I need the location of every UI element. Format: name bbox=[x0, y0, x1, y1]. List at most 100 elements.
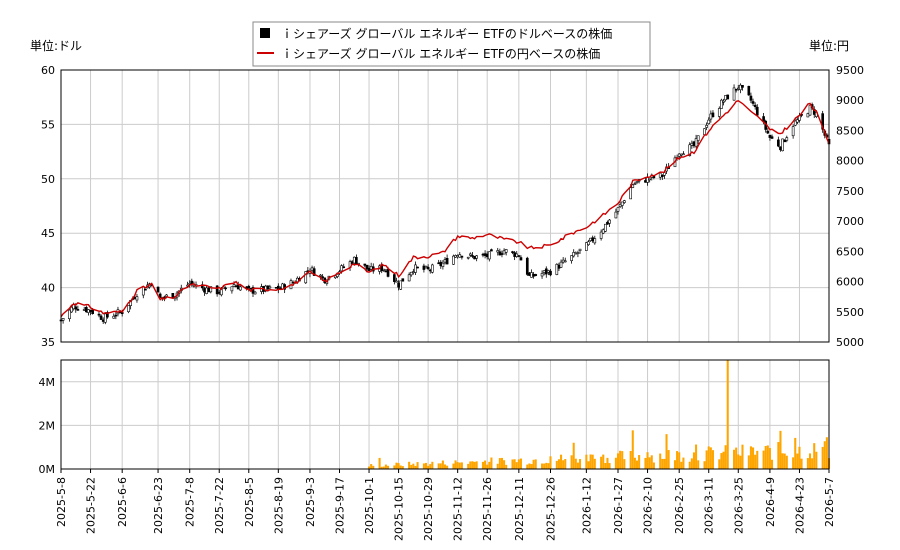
volume-bar bbox=[619, 450, 622, 469]
volume-bar bbox=[490, 457, 493, 469]
candle-body bbox=[749, 95, 753, 101]
volume-bar bbox=[557, 459, 560, 469]
right-tick-label: 5500 bbox=[836, 306, 864, 319]
volume-bar bbox=[682, 457, 685, 469]
candle-body bbox=[207, 287, 211, 293]
candle-body bbox=[753, 104, 757, 107]
candle-body bbox=[513, 252, 516, 257]
volume-bar bbox=[678, 452, 681, 469]
x-tick-label: 2025-10-29 bbox=[422, 477, 435, 541]
left-tick-label: 40 bbox=[41, 282, 55, 295]
candle-body bbox=[544, 268, 548, 275]
volume-bar bbox=[572, 442, 575, 469]
volume-bar bbox=[692, 452, 695, 469]
candle-body bbox=[84, 307, 88, 313]
candle-body bbox=[304, 271, 308, 284]
candle-body bbox=[542, 270, 546, 273]
volume-bar bbox=[633, 457, 636, 469]
jpy-price-line bbox=[60, 100, 830, 318]
candle-body bbox=[445, 258, 449, 265]
left-tick-label: 60 bbox=[41, 64, 55, 77]
volume-bar bbox=[517, 459, 520, 469]
candle-body bbox=[416, 266, 419, 269]
volume-bar bbox=[690, 458, 693, 469]
volume-bar bbox=[665, 434, 668, 469]
x-tick-label: 2025-5-22 bbox=[85, 477, 98, 534]
x-tick-label: 2025-11-12 bbox=[452, 477, 465, 541]
volume-bar bbox=[545, 462, 548, 469]
volume-bar bbox=[631, 430, 634, 469]
price-plot-frame bbox=[60, 69, 830, 343]
volume-bar bbox=[616, 453, 620, 469]
candle-body bbox=[158, 293, 162, 298]
candle-body bbox=[808, 104, 812, 116]
x-tick-label: 2026-3-11 bbox=[703, 477, 716, 534]
volume-bar bbox=[543, 463, 546, 469]
volume-bar bbox=[756, 450, 759, 469]
candle-body bbox=[485, 253, 489, 258]
candle-body bbox=[336, 274, 339, 277]
candle-body bbox=[525, 257, 529, 275]
volume-bar bbox=[663, 458, 666, 469]
candle-body bbox=[557, 264, 561, 269]
candle-body bbox=[601, 229, 605, 234]
x-tick-label: 2025-6-6 bbox=[116, 477, 129, 527]
candle-body bbox=[310, 267, 314, 271]
candle-body bbox=[591, 237, 595, 242]
left-tick-label: 35 bbox=[41, 336, 55, 349]
right-tick-label: 9000 bbox=[836, 94, 864, 107]
left-tick-label: 55 bbox=[41, 118, 55, 131]
volume-bar bbox=[771, 459, 774, 469]
volume-bar bbox=[722, 451, 725, 469]
volume-bar bbox=[614, 457, 617, 469]
volume-bar bbox=[652, 462, 655, 469]
volume-bar bbox=[484, 460, 487, 469]
volume-bar bbox=[384, 464, 387, 469]
candle-body bbox=[515, 253, 519, 257]
volume-bar bbox=[467, 463, 470, 469]
candle-body bbox=[114, 314, 118, 317]
tick-labels: 35 40 45 50 55 60 5000 5500 6000 6500 7000 7500 8000… bbox=[39, 64, 865, 541]
candle-body bbox=[585, 242, 588, 251]
candle-body bbox=[623, 200, 626, 203]
candle-body bbox=[618, 204, 622, 207]
candle-body bbox=[500, 253, 504, 255]
candle-body bbox=[530, 272, 533, 278]
candle-body bbox=[720, 99, 723, 109]
candle-body bbox=[534, 274, 538, 276]
volume-bar bbox=[604, 462, 607, 469]
candle-body bbox=[475, 255, 478, 259]
volume-bar bbox=[768, 448, 771, 469]
volume-bar bbox=[547, 463, 550, 469]
candle-body bbox=[431, 264, 434, 273]
volume-bar bbox=[408, 461, 411, 469]
volume-bar bbox=[735, 447, 738, 469]
candle-body bbox=[724, 95, 727, 101]
candle-body bbox=[386, 268, 390, 277]
x-tick-label: 2026-2-25 bbox=[673, 477, 686, 534]
candle-body bbox=[74, 306, 78, 310]
candle-body bbox=[555, 263, 559, 275]
volume-bar bbox=[779, 430, 782, 469]
volume-bar bbox=[519, 458, 522, 469]
volume-bar bbox=[726, 360, 729, 469]
volume-bar bbox=[794, 437, 797, 469]
candle-body bbox=[367, 267, 371, 272]
volume-bar bbox=[481, 461, 485, 469]
volume-bar bbox=[644, 457, 647, 469]
volume-bar bbox=[752, 447, 755, 469]
volume-bar bbox=[781, 453, 784, 469]
candle-body bbox=[658, 172, 662, 178]
x-tick-label: 2025-8-5 bbox=[243, 477, 256, 527]
candle-body bbox=[76, 309, 80, 311]
volume-bar bbox=[441, 460, 444, 469]
candle-body bbox=[608, 219, 611, 224]
candle-body bbox=[770, 136, 774, 139]
candle-body bbox=[460, 255, 464, 258]
candle-body bbox=[274, 287, 278, 289]
volume-bar bbox=[528, 463, 531, 469]
volume-bar bbox=[471, 461, 474, 469]
candle-body bbox=[574, 252, 578, 255]
candle-body bbox=[215, 285, 219, 295]
candle-body bbox=[726, 94, 730, 100]
